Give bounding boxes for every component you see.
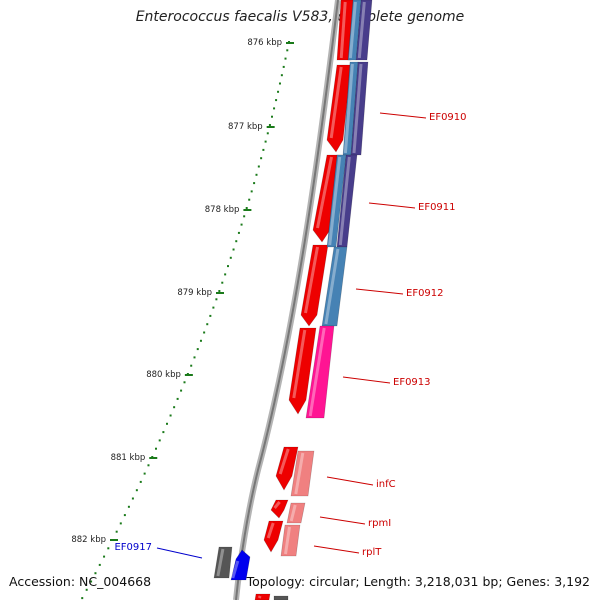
gene-label: EF0913: [393, 377, 431, 388]
gene-label-leader: [379, 112, 427, 119]
gene-features: [213, 0, 373, 600]
gene-labels: EF0910 EF0911 EF0912 EF0913 infC rpmI rplT EF09…: [114, 112, 467, 559]
gene-label: EF0911: [418, 202, 456, 213]
tick-label: 882 kbp: [71, 535, 106, 545]
topology-text: Topology: circular; Length: 3,218,031 bp…: [246, 574, 590, 589]
gene-feature: [300, 244, 329, 327]
backbone-outer: [233, 0, 341, 600]
gene-feature-highlight: [266, 522, 275, 539]
tick-label: 877 kbp: [228, 122, 263, 132]
tick-label: 878 kbp: [205, 205, 240, 215]
gene-feature: [326, 64, 352, 153]
gene-feature: [305, 325, 335, 419]
tick-label: 876 kbp: [247, 38, 282, 48]
gene-feature: [275, 446, 299, 491]
gene-label-leader: [342, 376, 391, 384]
gene-feature-highlight: [339, 1, 347, 59]
gene-label-leader: [355, 288, 404, 295]
gene-feature: [263, 520, 284, 553]
gene-feature-highlight: [294, 452, 305, 495]
gene-label: rpmI: [368, 518, 391, 529]
accession-text: Accession: NC_004668: [9, 574, 152, 589]
tick-label: 879 kbp: [177, 288, 212, 298]
gene-label-leader: [326, 476, 374, 486]
genome-title: Enterococcus faecalis V583, complete gen…: [135, 9, 465, 25]
gene-feature-highlight: [292, 329, 307, 399]
gene-feature-highlight: [316, 156, 333, 229]
gene-feature-highlight: [328, 156, 342, 246]
gene-feature-highlight: [324, 248, 340, 325]
gene-feature: [290, 450, 315, 497]
gene-feature: [347, 0, 362, 61]
gene-feature-highlight: [257, 595, 262, 599]
gene-feature-highlight: [338, 156, 351, 246]
gene-feature-highlight: [308, 327, 326, 417]
gene-label-leader: [319, 516, 366, 525]
gene-feature-highlight: [343, 63, 354, 154]
gene-feature-highlight: [284, 526, 291, 555]
gene-label: rplT: [362, 547, 382, 558]
gene-label: EF0910: [429, 112, 467, 123]
gene-label: EF0917: [114, 542, 152, 553]
gene-feature: [270, 499, 289, 519]
gene-feature-highlight: [304, 246, 319, 314]
gene-feature: [280, 524, 301, 557]
gene-label-leader: [156, 547, 203, 559]
gene-label: infC: [376, 479, 396, 490]
backbone-line: [235, 0, 339, 600]
gene-label-leader: [313, 545, 360, 554]
gene-feature-highlight: [348, 1, 357, 59]
gene-feature: [321, 246, 348, 327]
gene-feature-highlight: [357, 1, 366, 59]
gene-label-leader: [368, 202, 416, 209]
gene-feature: [273, 595, 289, 600]
gene-feature-highlight: [352, 63, 363, 154]
gene-feature: [213, 546, 233, 579]
gene-feature: [286, 502, 306, 524]
tick-label: 880 kbp: [146, 370, 181, 380]
scale-ticks: 876 kbp 877 kbp 878 kbp 879 kbp 880 kbp 881 k…: [71, 38, 294, 600]
gene-label: EF0912: [406, 288, 444, 299]
tick-label: 881 kbp: [111, 453, 146, 463]
gene-feature-highlight: [329, 66, 343, 139]
gene-feature: [230, 549, 251, 581]
gene-feature-highlight: [289, 504, 297, 522]
gene-feature-highlight: [231, 560, 240, 579]
gene-feature: [288, 327, 317, 415]
genome-backbone: [233, 0, 341, 600]
gene-feature-highlight: [216, 548, 225, 577]
gene-feature: [254, 593, 271, 600]
gene-feature: [350, 61, 369, 156]
gene-feature-highlight: [273, 501, 281, 509]
gene-feature-highlight: [278, 448, 290, 475]
